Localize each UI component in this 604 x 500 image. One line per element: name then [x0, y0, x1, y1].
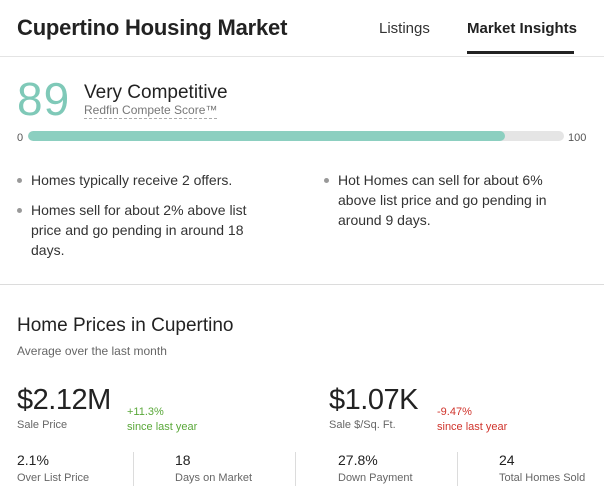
- compete-score-info-link[interactable]: Redfin Compete Score™: [84, 103, 218, 119]
- sqft-price-value: $1.07K: [329, 384, 418, 416]
- stat-divider: [295, 452, 296, 486]
- stat-value: 27.8%: [338, 452, 378, 468]
- sale-price-delta-note: since last year: [127, 421, 198, 433]
- sqft-price-delta-note: since last year: [437, 421, 508, 433]
- page-title: Cupertino Housing Market: [17, 15, 288, 40]
- stat-value: 18: [175, 452, 191, 468]
- stats-row: 2.1% Over List Price 18 Days on Market 2…: [0, 452, 604, 492]
- header: Cupertino Housing Market Listings Market…: [0, 0, 604, 57]
- stat-total-homes-sold: 24 Total Homes Sold: [499, 452, 585, 484]
- sale-price-delta: +11.3% since last year: [127, 405, 197, 435]
- stat-divider: [457, 452, 458, 486]
- compete-bullets-right: Hot Homes can sell for about 6% above li…: [324, 170, 574, 240]
- tab-listings[interactable]: Listings: [379, 20, 430, 37]
- section-title: Home Prices in Cupertino: [17, 315, 234, 336]
- score-progress-fill: [28, 131, 506, 141]
- list-item: Hot Homes can sell for about 6% above li…: [324, 170, 574, 230]
- compete-score-label: Very Competitive: [84, 82, 228, 103]
- sqft-price-label: Sale $/Sq. Ft.: [329, 419, 396, 431]
- stat-label: Down Payment: [338, 472, 413, 484]
- compete-score-value: 89: [17, 73, 71, 125]
- list-item: Homes sell for about 2% above list price…: [17, 200, 277, 260]
- stat-down-payment: 27.8% Down Payment: [338, 452, 413, 484]
- sqft-price-delta-value: -9.47%: [437, 406, 472, 418]
- stat-days-on-market: 18 Days on Market: [175, 452, 252, 484]
- stat-label: Total Homes Sold: [499, 472, 586, 484]
- stat-label: Days on Market: [175, 472, 253, 484]
- stat-divider: [133, 452, 134, 486]
- stat-over-list-price: 2.1% Over List Price: [17, 452, 89, 484]
- score-progress-bar: [28, 131, 564, 141]
- section-subtitle: Average over the last month: [17, 344, 167, 358]
- stat-value: 2.1%: [17, 452, 49, 468]
- score-range-min: 0: [17, 132, 24, 144]
- section-divider: [0, 284, 604, 285]
- list-item: Homes typically receive 2 offers.: [17, 170, 277, 190]
- active-tab-indicator: [467, 51, 574, 54]
- score-range-max: 100: [568, 132, 587, 144]
- stat-label: Over List Price: [17, 472, 90, 484]
- tab-market-insights[interactable]: Market Insights: [467, 20, 578, 37]
- stat-value: 24: [499, 452, 515, 468]
- sqft-price-delta: -9.47% since last year: [437, 405, 507, 435]
- sale-price-label: Sale Price: [17, 419, 68, 431]
- compete-bullets-left: Homes typically receive 2 offers. Homes …: [17, 170, 277, 270]
- sale-price-delta-value: +11.3%: [127, 406, 164, 418]
- sale-price-value: $2.12M: [17, 384, 111, 416]
